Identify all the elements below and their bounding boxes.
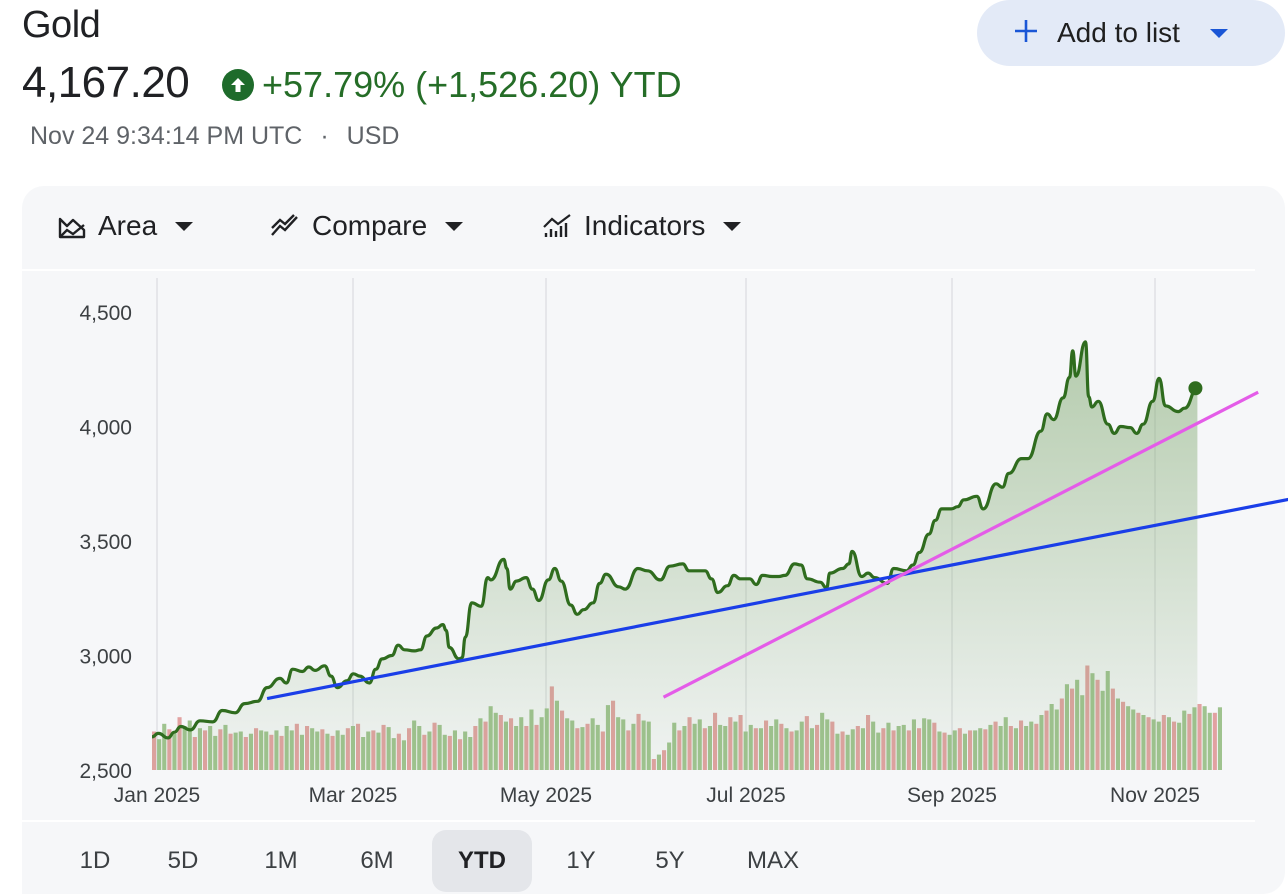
period-divider — [22, 820, 1255, 822]
chevron-down-icon — [1209, 28, 1228, 38]
x-tick-label: Sep 2025 — [907, 784, 997, 807]
y-tick-label: 3,500 — [79, 531, 132, 554]
period-button-ytd[interactable]: YTD — [432, 830, 532, 892]
x-tick-label: Nov 2025 — [1110, 784, 1200, 807]
y-tick-label: 2,500 — [79, 760, 132, 783]
compare-icon — [271, 214, 298, 236]
x-tick-label: Mar 2025 — [309, 784, 398, 807]
compare-label: Compare — [312, 210, 428, 241]
quote-timestamp: Nov 24 9:34:14 PM UTC — [30, 122, 303, 150]
price-line — [151, 340, 1198, 740]
chart-type-dropdown[interactable]: Area — [58, 210, 194, 242]
arrow-up-circle-icon — [222, 69, 254, 101]
chart-toolbar: Area Compare Indicators — [22, 186, 1285, 270]
period-button-1m[interactable]: 1M — [264, 847, 298, 874]
indicators-icon — [543, 214, 571, 237]
chevron-down-icon — [723, 221, 742, 231]
area-chart-icon — [58, 217, 86, 239]
add-to-list-button[interactable]: Add to list — [977, 0, 1285, 66]
toolbar-divider — [22, 269, 1255, 271]
period-button-6m[interactable]: 6M — [360, 847, 394, 874]
x-tick-label: Jul 2025 — [706, 784, 785, 807]
asset-title: Gold — [22, 4, 101, 46]
volume-bar — [1207, 712, 1212, 770]
quote-meta: Nov 24 9:34:14 PM UTC · USD — [30, 122, 399, 151]
chart-type-label: Area — [98, 210, 158, 241]
indicators-dropdown[interactable]: Indicators — [542, 210, 742, 242]
add-to-list-label: Add to list — [1057, 17, 1180, 48]
trendline-magenta — [662, 390, 1259, 699]
period-selector: 1D 5D 1M 6M YTD 1Y 5Y MAX — [22, 822, 1253, 894]
chevron-down-icon — [175, 221, 194, 231]
volume-bar — [1202, 706, 1207, 770]
compare-dropdown[interactable]: Compare — [270, 210, 464, 242]
price-area — [152, 341, 1198, 770]
current-price: 4,167.20 — [22, 58, 190, 107]
x-tick-label: Jan 2025 — [114, 784, 200, 807]
indicators-label: Indicators — [584, 210, 706, 241]
ytd-change-text: +57.79% (+1,526.20) YTD — [262, 64, 682, 105]
period-button-5d[interactable]: 5D — [167, 847, 199, 874]
quote-currency: USD — [346, 122, 400, 150]
y-tick-label: 4,500 — [79, 302, 132, 325]
plus-icon — [1013, 14, 1043, 53]
volume-bar — [1212, 712, 1217, 770]
period-button-max[interactable]: MAX — [746, 847, 799, 874]
y-tick-label: 3,000 — [79, 646, 132, 669]
last-price-marker — [1188, 381, 1203, 396]
ytd-change: +57.79% (+1,526.20) YTD — [222, 64, 682, 106]
period-button-5y[interactable]: 5Y — [655, 847, 685, 874]
x-tick-label: May 2025 — [500, 784, 592, 807]
price-chart[interactable]: 2,500 3,000 3,500 4,000 4,500 Jan 2025 Mar 202… — [0, 0, 1288, 822]
trendline-blue — [266, 497, 1288, 701]
y-tick-label: 4,000 — [79, 417, 132, 440]
period-button-1y[interactable]: 1Y — [566, 847, 596, 874]
volume-bar — [1217, 707, 1222, 770]
chevron-down-icon — [445, 221, 464, 231]
volume-bar — [1197, 704, 1202, 770]
period-button-1d[interactable]: 1D — [79, 847, 111, 874]
meta-separator: · — [320, 122, 329, 150]
